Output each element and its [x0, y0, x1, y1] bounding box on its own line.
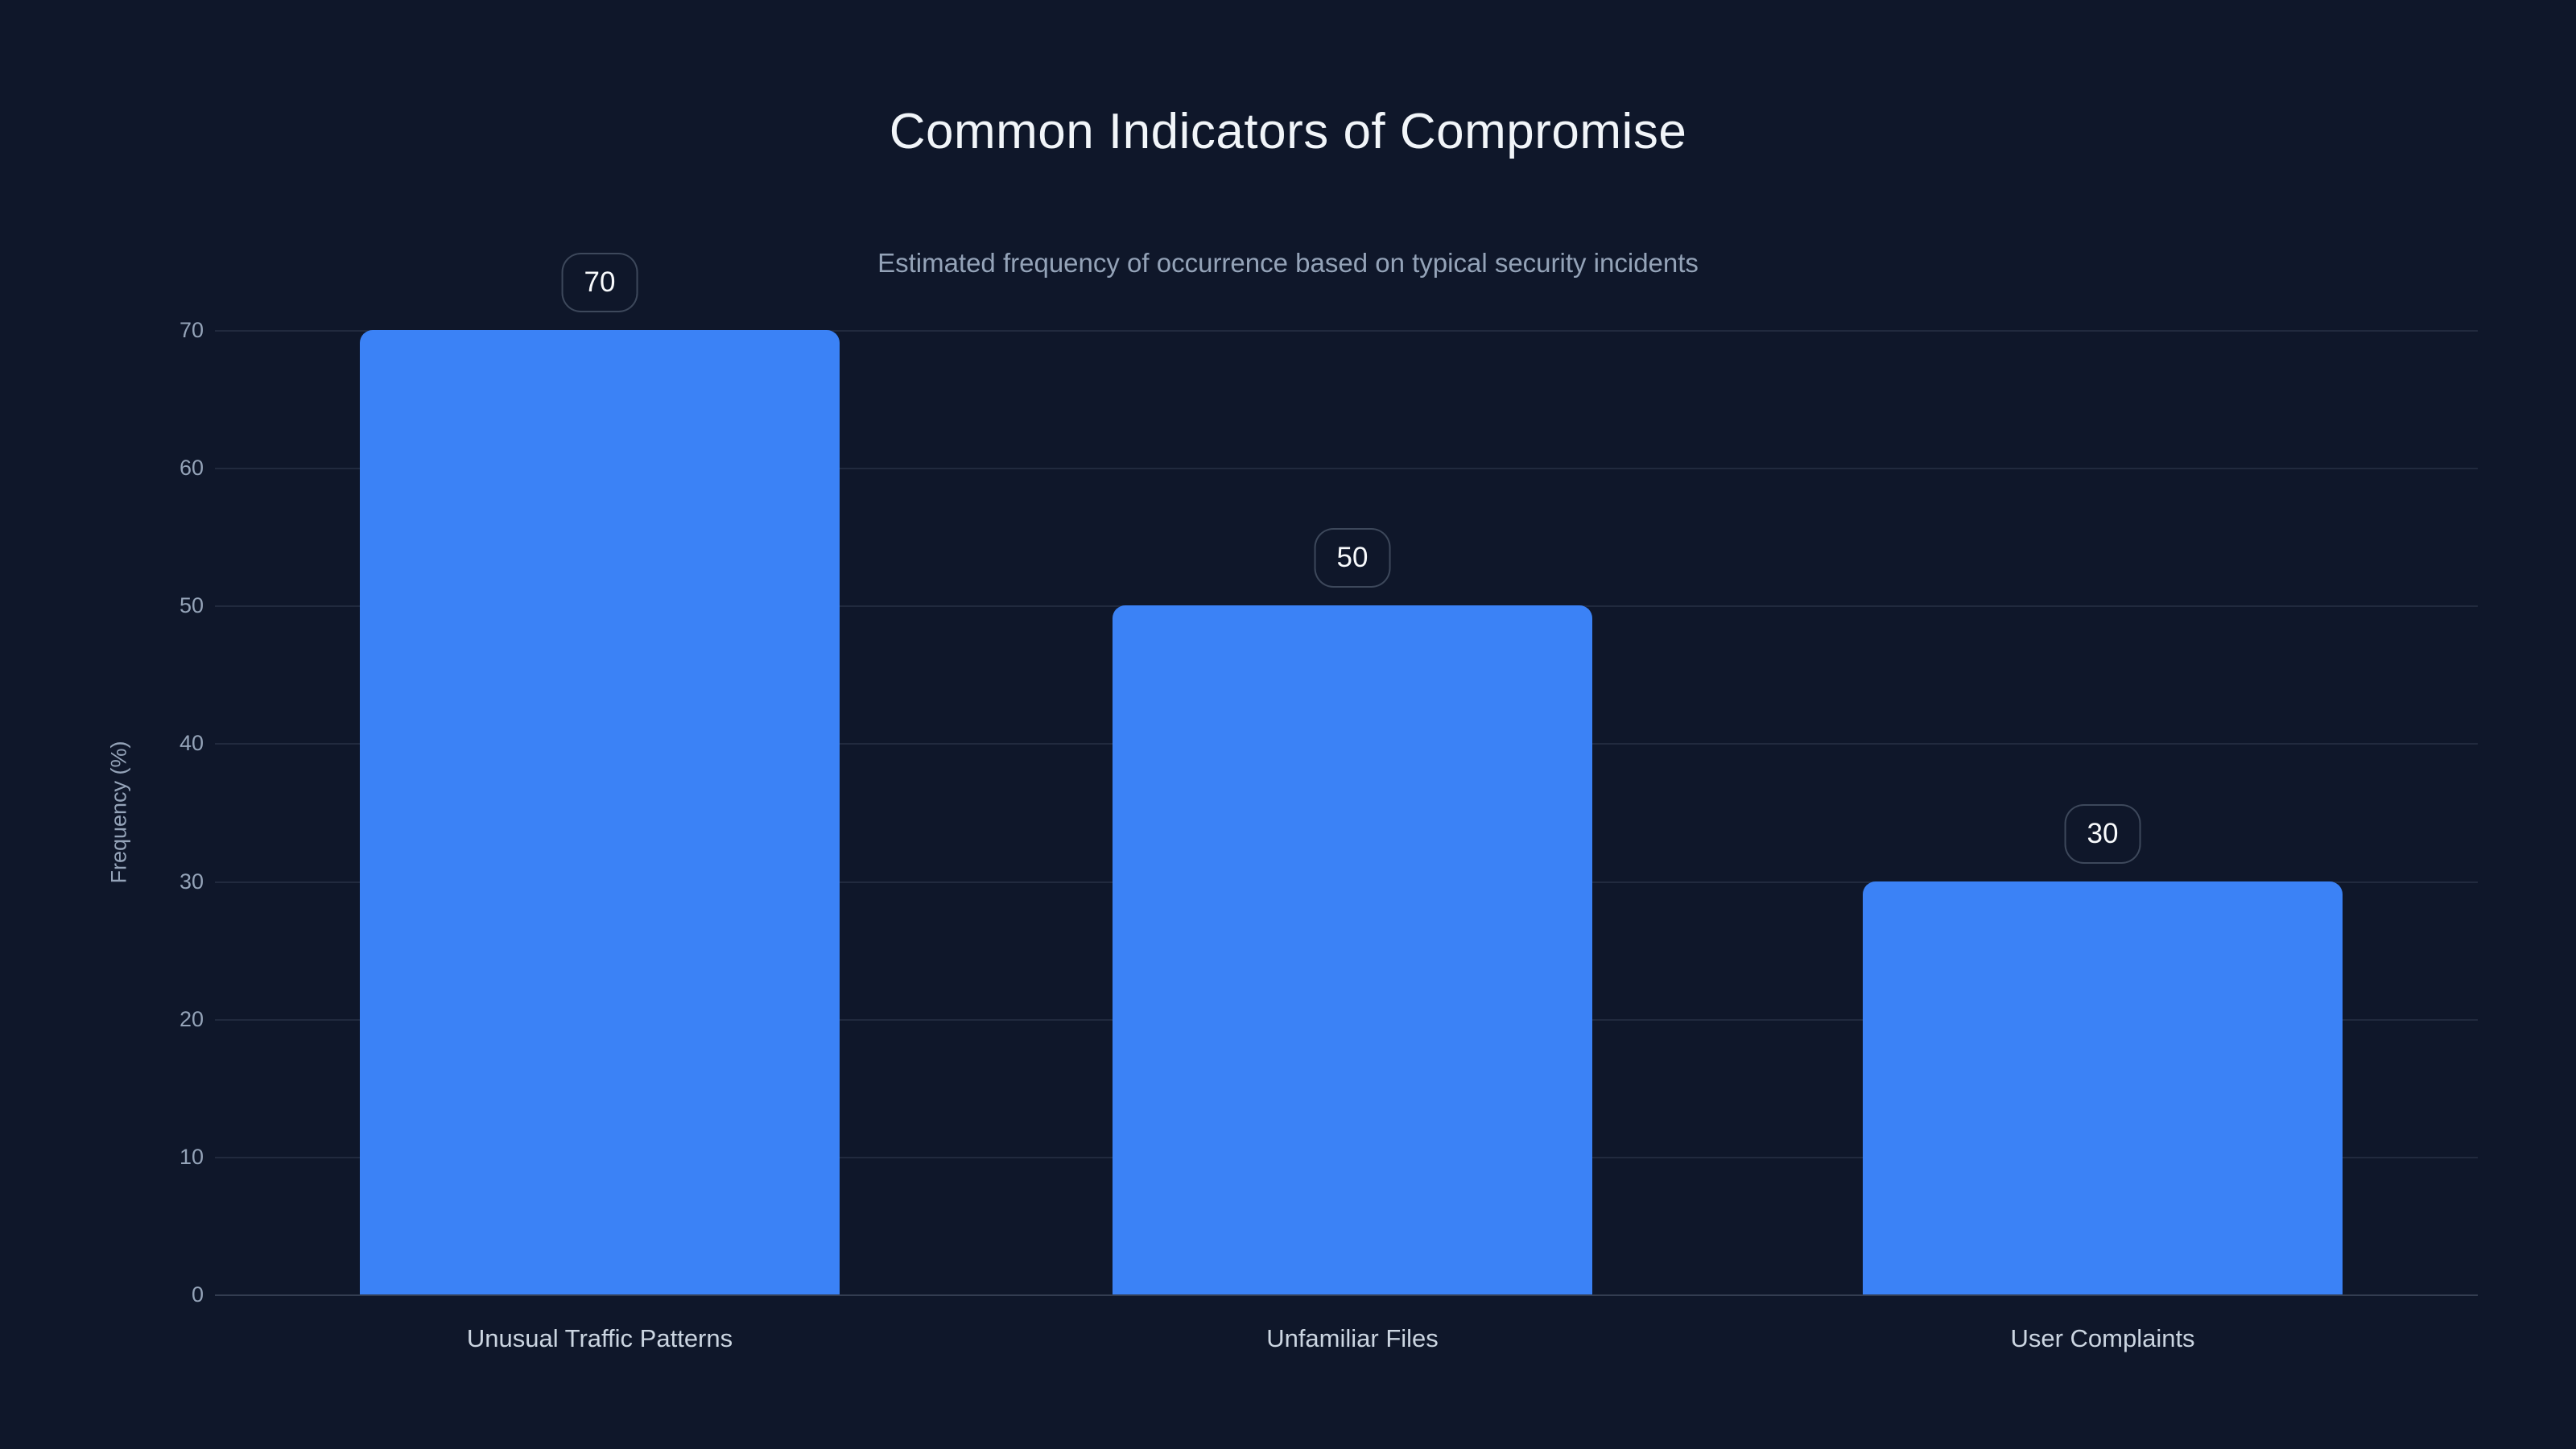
- y-tick-label: 30: [179, 869, 204, 894]
- x-category-label: Unfamiliar Files: [1266, 1324, 1439, 1352]
- value-badge: 50: [1314, 528, 1391, 588]
- x-category-label: User Complaints: [2010, 1324, 2195, 1352]
- x-axis-line: [215, 1294, 2478, 1296]
- chart-title: Common Indicators of Compromise: [889, 104, 1687, 159]
- value-badge: 70: [561, 253, 638, 312]
- x-category-label: Unusual Traffic Patterns: [466, 1324, 733, 1352]
- bar-user-complaints: [1863, 881, 2343, 1294]
- value-badge: 30: [2064, 803, 2141, 864]
- y-tick-label: 10: [179, 1144, 204, 1169]
- bar-unfamiliar-files: [1113, 605, 1592, 1294]
- chart-subtitle: Estimated frequency of occurrence based …: [877, 248, 1699, 278]
- y-tick-label: 60: [179, 456, 204, 481]
- y-tick-label: 20: [179, 1006, 204, 1031]
- bar-unusual-traffic-patterns: [360, 330, 840, 1294]
- y-tick-label: 70: [179, 318, 204, 342]
- y-tick-label: 50: [179, 593, 204, 618]
- y-axis-title: Frequency (%): [106, 741, 131, 884]
- y-tick-label: 0: [191, 1282, 204, 1307]
- gridline: [215, 330, 2478, 332]
- gridline: [215, 468, 2478, 470]
- y-tick-label: 40: [179, 731, 204, 756]
